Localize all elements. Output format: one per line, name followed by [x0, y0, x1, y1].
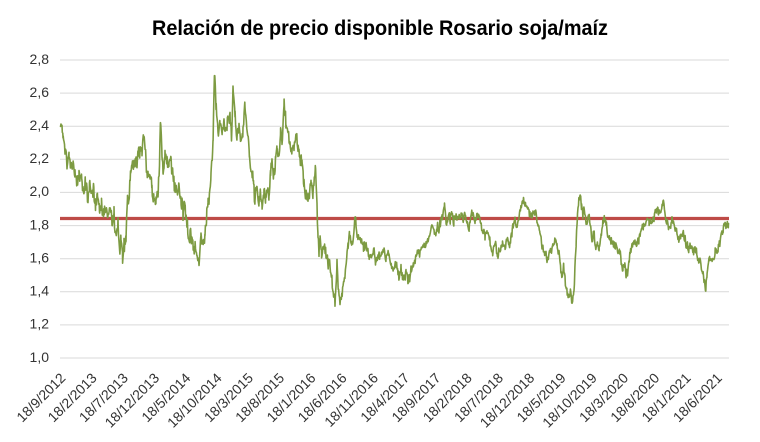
svg-text:Relación de precio disponible: Relación de precio disponible Rosario so…	[152, 17, 608, 40]
svg-text:1,2: 1,2	[30, 316, 50, 332]
svg-text:2,2: 2,2	[30, 150, 50, 166]
svg-text:2,8: 2,8	[30, 51, 50, 67]
svg-text:1,6: 1,6	[30, 250, 50, 266]
svg-text:2,4: 2,4	[30, 117, 50, 133]
svg-text:1,0: 1,0	[30, 349, 50, 365]
svg-text:2,0: 2,0	[30, 183, 50, 199]
svg-text:1,4: 1,4	[30, 283, 50, 299]
svg-text:1,8: 1,8	[30, 216, 50, 232]
svg-text:2,6: 2,6	[30, 84, 50, 100]
